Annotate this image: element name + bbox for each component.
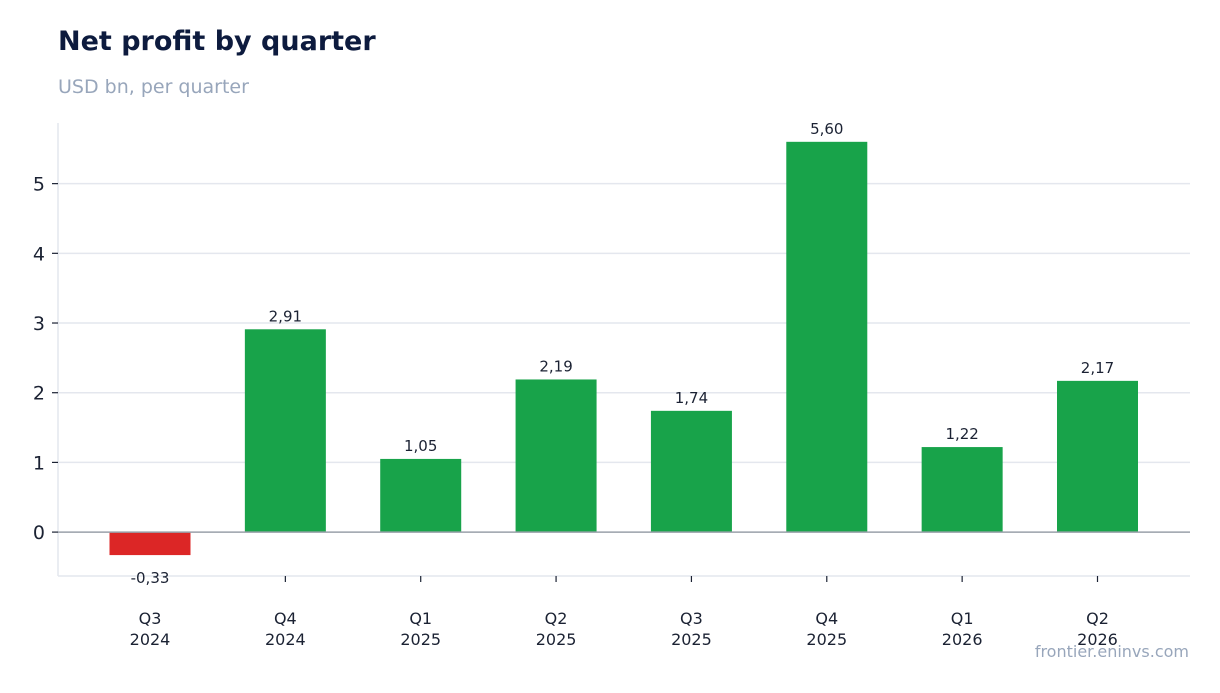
x-tick-quarter: Q3	[680, 609, 703, 628]
gridlines	[58, 182, 1190, 464]
y-tick-label: 4	[33, 243, 45, 265]
x-tick-year: 2025	[671, 630, 712, 649]
data-label: 2,19	[539, 357, 572, 375]
bar-q1-2026	[921, 447, 1003, 533]
x-tick-year: 2026	[1077, 630, 1118, 649]
y-tick-label: 0	[33, 522, 45, 544]
bar-q2-2025	[515, 379, 597, 533]
x-tick-quarter: Q2	[1086, 609, 1109, 628]
x-tick-year: 2025	[806, 630, 847, 649]
x-tick-year: 2024	[130, 630, 171, 649]
bar-q1-2025	[380, 458, 462, 533]
data-label: 2,17	[1081, 359, 1114, 377]
y-tick-label: 2	[33, 383, 45, 405]
x-tick-quarter: Q1	[951, 609, 974, 628]
data-label: 5,60	[810, 120, 843, 138]
data-labels: -0,33 2,91 1,05 2,19 1,74 5,60 1,22 2,17	[58, 120, 1190, 587]
x-tick-year: 2025	[400, 630, 441, 649]
x-tick-quarter: Q4	[274, 609, 297, 628]
bar-q4-2025	[786, 141, 868, 533]
data-label: 1,22	[945, 425, 978, 443]
bar-q3-2025	[650, 410, 732, 533]
x-tick-quarter: Q3	[139, 609, 162, 628]
bar-q2-2026	[1057, 380, 1138, 533]
y-tick-label: 3	[33, 313, 45, 335]
x-tick-year: 2024	[265, 630, 306, 649]
x-tick-quarter: Q4	[815, 609, 838, 628]
chart-subtitle: USD bn, per quarter	[58, 76, 249, 98]
x-tick-year: 2026	[942, 630, 983, 649]
x-tick-quarter: Q2	[545, 609, 568, 628]
data-label: 1,05	[404, 437, 437, 455]
source-watermark: frontier.eninvs.com	[1034, 642, 1189, 661]
data-label: 2,91	[269, 307, 302, 325]
bar-q3-2024	[109, 532, 191, 556]
x-tick-quarter: Q1	[409, 609, 432, 628]
y-tick-label: 1	[33, 452, 45, 474]
bars	[109, 141, 1138, 556]
data-label: 1,74	[675, 389, 708, 407]
axes: 0 1 2 3 4 5 Q3 2024 Q4 2024 Q1 2025 Q2 2025 Q3 2025 Q4 20…	[33, 123, 1190, 649]
bar-q4-2024	[244, 329, 326, 533]
chart-title: Net profit by quarter	[58, 26, 376, 57]
y-tick-label: 5	[33, 174, 45, 196]
data-label: -0,33	[131, 569, 170, 587]
x-tick-year: 2025	[536, 630, 577, 649]
